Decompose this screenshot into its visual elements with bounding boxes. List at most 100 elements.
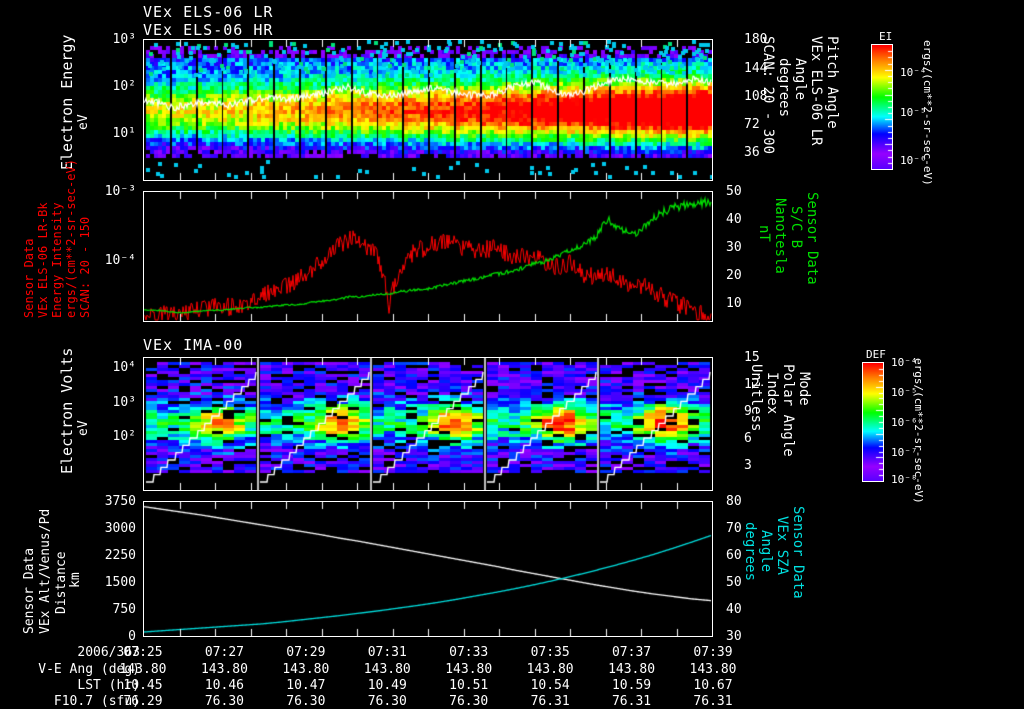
panel4-laxis-sensor-data: Sensor Data xyxy=(22,547,37,634)
def-colorbar-tick-2: 10⁻⁶ xyxy=(891,416,918,429)
panel1-title-line2: VEx ELS-06 HR xyxy=(143,21,274,39)
el-colorbar-label: EI xyxy=(879,30,893,43)
footer-cell-3-0: 76.29 xyxy=(123,694,163,709)
footer-cell-1-5: 143.80 xyxy=(526,662,574,677)
footer-cell-1-4: 143.80 xyxy=(445,662,493,677)
footer-cell-1-7: 143.80 xyxy=(689,662,737,677)
panel1-title-line1: VEx ELS-06 LR xyxy=(143,3,274,21)
panel3-yaxis-units: eV xyxy=(76,420,91,436)
panel1-ytick-10: 10¹ xyxy=(112,126,136,141)
footer-cell-3-5: 76.31 xyxy=(530,694,570,709)
panel3-title: VEx IMA-00 xyxy=(143,336,244,354)
footer-cell-3-2: 76.30 xyxy=(286,694,326,709)
panel4-laxis-km: km xyxy=(68,572,83,588)
el-colorbar-units: ergs/(cm**2-sr-sec-eV) xyxy=(921,40,934,186)
panel4-rtick-50: 50 xyxy=(726,575,742,590)
footer-cell-1-1: 143.80 xyxy=(200,662,248,677)
panel1-yaxis-units: eV xyxy=(76,114,91,130)
panel2-laxis-sensor-data: Sensor Data xyxy=(22,238,36,318)
panel2-raxis-sensor-data: Sensor Data xyxy=(804,192,820,285)
panel2-raxis-nanotesla: Nanotesla xyxy=(772,198,788,274)
panel1-raxis-label-pitch-angle: Pitch Angle xyxy=(824,36,840,129)
panel2-laxis-instrument: VEx ELS-06 LR-Bk xyxy=(36,202,50,318)
panel2-rtick-20: 20 xyxy=(726,268,742,283)
panel2-rtick-40: 40 xyxy=(726,212,742,227)
footer-cell-2-3: 10.49 xyxy=(367,678,407,693)
def-colorbar-tick-0: 10⁻⁴ xyxy=(891,356,918,369)
panel2-ytick-1e-4: 10⁻⁴ xyxy=(104,253,136,268)
panel4-ytick-750: 750 xyxy=(112,602,136,617)
panel4-raxis-sza: VEx SZA xyxy=(774,516,790,576)
footer-cell-1-2: 143.80 xyxy=(282,662,330,677)
panel3-ytick-1e2: 10² xyxy=(112,429,136,444)
panel2-raxis-nt: nT xyxy=(756,225,772,242)
footer-row-label-0: 2006/363 xyxy=(77,645,140,660)
panel4-rtick-40: 40 xyxy=(726,602,742,617)
footer-cell-2-2: 10.47 xyxy=(286,678,326,693)
footer-cell-0-6: 07:37 xyxy=(611,645,652,660)
panel3-ytick-1e4: 10⁴ xyxy=(112,360,136,375)
panel1-ytick-1000: 10³ xyxy=(112,32,136,47)
panel1-raxis-label-angle: Angle xyxy=(792,58,808,101)
el-colorbar-tick-0: 10⁻⁴ xyxy=(900,66,927,79)
el-colorbar-tick-1: 10⁻⁵ xyxy=(900,106,927,119)
panel4-raxis-angle: Angle xyxy=(758,530,774,573)
panel1-raxis-label-scan: SCAN: 20 - 300 xyxy=(760,36,776,155)
panel1-rtick-36: 36 xyxy=(744,145,760,160)
el-colorbar-tick-2: 10⁻⁶ xyxy=(900,154,927,167)
panel4-rtick-60: 60 xyxy=(726,548,742,563)
footer-cell-0-2: 07:29 xyxy=(286,645,326,660)
panel2-laxis-units: ergs/(cm**2-sr-sec-eV) xyxy=(64,159,78,318)
panel1-yaxis-label: Electron Energy xyxy=(58,34,76,170)
panel1-rtick-108: 108 xyxy=(744,89,768,104)
panel2-rtick-10: 10 xyxy=(726,296,742,311)
panel4-ytick-3000: 3000 xyxy=(104,521,136,536)
panel1-rtick-180: 180 xyxy=(744,32,768,47)
panel2-ytick-1e-3: 10⁻³ xyxy=(104,184,136,199)
energy-intensity-panel[interactable] xyxy=(143,191,713,322)
def-colorbar-tick-1: 10⁻⁵ xyxy=(891,386,918,399)
footer-cell-0-4: 07:33 xyxy=(449,645,489,660)
panel3-ytick-1e3: 10³ xyxy=(112,395,136,410)
footer-cell-3-7: 76.31 xyxy=(693,694,733,709)
el-colorbar[interactable] xyxy=(871,44,893,170)
footer-cell-0-5: 07:35 xyxy=(530,645,570,660)
panel4-laxis-distance: Distance xyxy=(54,551,69,614)
panel3-raxis-polar-angle: Polar Angle xyxy=(780,364,796,457)
panel1-raxis-label-instrument: VEx ELS-06 LR xyxy=(808,36,824,146)
footer-cell-0-1: 07:27 xyxy=(204,645,244,660)
footer-row-label-3: F10.7 (sfu) xyxy=(53,694,140,709)
els-spectrogram-panel[interactable] xyxy=(143,39,713,181)
panel1-rtick-144: 144 xyxy=(744,61,768,76)
ima-spectrogram-panel[interactable] xyxy=(143,357,713,491)
panel4-ytick-2250: 2250 xyxy=(104,548,136,563)
panel3-rtick-9: 9 xyxy=(744,404,752,419)
footer-cell-1-3: 143.80 xyxy=(363,662,411,677)
def-colorbar-units: ergs/(cm**2-sr-sec-eV) xyxy=(912,358,925,504)
panel3-rtick-15: 15 xyxy=(744,350,760,365)
panel4-laxis-quantity: VEx Alt/Venus/Pd xyxy=(38,508,53,634)
footer-cell-0-0: 07:25 xyxy=(123,645,163,660)
panel3-yaxis-label: Electron Volts xyxy=(58,347,76,474)
panel2-laxis-scan: SCAN: 20 - 150 xyxy=(78,216,92,318)
footer-cell-2-5: 10.54 xyxy=(530,678,570,693)
altitude-sza-panel[interactable] xyxy=(143,501,713,637)
panel3-rtick-3: 3 xyxy=(744,458,752,473)
panel4-rtick-80: 80 xyxy=(726,494,742,509)
footer-cell-0-7: 07:39 xyxy=(693,645,733,660)
footer-cell-2-6: 10.59 xyxy=(611,678,652,693)
footer-cell-3-6: 76.31 xyxy=(611,694,652,709)
def-colorbar-tick-4: 10⁻⁸ xyxy=(891,473,918,486)
footer-cell-1-6: 143.80 xyxy=(608,662,656,677)
footer-cell-2-1: 10.46 xyxy=(204,678,244,693)
footer-cell-2-0: 10.45 xyxy=(123,678,163,693)
panel4-raxis-sensor-data: Sensor Data xyxy=(790,506,806,599)
def-colorbar[interactable] xyxy=(862,362,884,482)
panel4-ytick-3750: 3750 xyxy=(104,494,136,509)
panel3-rtick-12: 12 xyxy=(744,377,760,392)
footer-cell-1-0: 143.80 xyxy=(119,662,167,677)
footer-row-label-2: LST (hr) xyxy=(77,678,140,693)
panel2-raxis-sc-b: S/C B xyxy=(788,206,804,249)
panel4-raxis-degrees: degrees xyxy=(742,522,758,582)
panel1-raxis-label-degrees: degrees xyxy=(776,58,792,118)
